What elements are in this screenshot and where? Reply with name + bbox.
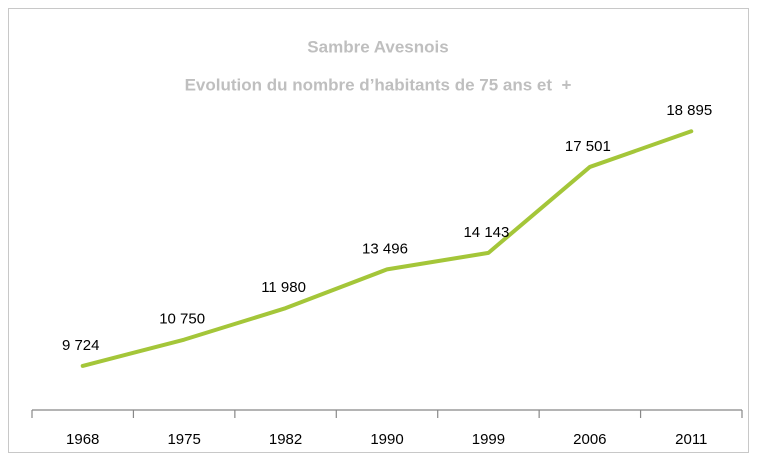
chart-subtitle: Evolution du nombre d’habitants de 75 an…: [185, 75, 572, 94]
data-label: 11 980: [261, 279, 306, 296]
data-label: 13 496: [362, 240, 408, 257]
data-label: 14 143: [463, 224, 509, 241]
chart-title: Sambre Avesnois: [307, 37, 448, 56]
x-tick-label: 2011: [675, 431, 707, 448]
data-label: 9 724: [62, 337, 100, 354]
x-tick-label: 1982: [269, 431, 302, 448]
data-line: [80, 129, 694, 368]
x-tick-label: 1990: [370, 431, 403, 448]
x-tick-label: 1968: [66, 431, 99, 448]
x-tick-label: 2006: [573, 431, 606, 448]
data-label: 17 501: [565, 138, 611, 155]
x-tick-label: 1975: [167, 431, 200, 448]
data-label: 18 895: [666, 102, 712, 119]
data-label: 10 750: [159, 311, 205, 328]
chart-frame: [8, 8, 749, 453]
x-tick-label: 1999: [472, 431, 505, 448]
